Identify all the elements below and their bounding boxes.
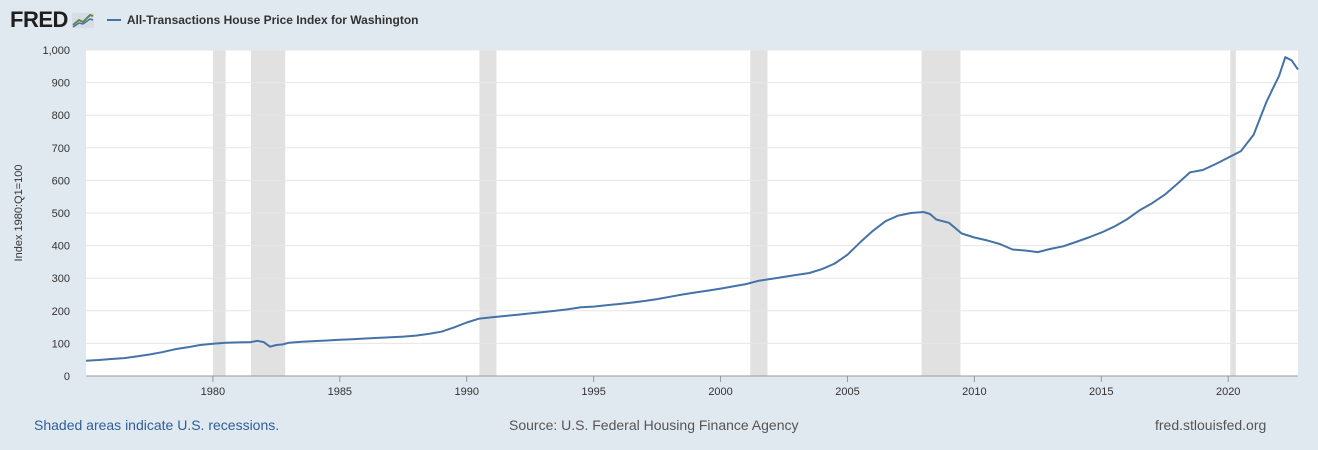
y-tick-label: 200 — [52, 306, 70, 318]
x-tick-label: 2000 — [708, 386, 732, 398]
y-axis-title: Index 1980:Q1=100 — [13, 165, 25, 262]
x-tick-label: 2010 — [962, 386, 986, 398]
chart-legend[interactable]: All-Transactions House Price Index for W… — [106, 13, 419, 27]
logo-text: FRED — [10, 7, 68, 32]
y-tick-label: 900 — [52, 78, 70, 90]
x-tick-label: 1985 — [328, 386, 352, 398]
y-tick-label: 300 — [52, 273, 70, 285]
x-tick-label: 2005 — [835, 386, 859, 398]
x-tick-label: 1980 — [201, 386, 225, 398]
y-tick-label: 700 — [52, 143, 70, 155]
chart-header: FRED All-Transactions House Price Index … — [10, 6, 419, 34]
fred-logo[interactable]: FRED — [10, 7, 95, 33]
x-tick-label: 2020 — [1216, 386, 1240, 398]
series-line[interactable] — [85, 56, 1299, 362]
y-axis-ticks: 0 100 200 300 400 500 600 700 800 900 1,000 — [42, 45, 70, 383]
x-tick-label: 2015 — [1089, 386, 1113, 398]
source-note: Source: U.S. Federal Housing Finance Age… — [509, 417, 799, 433]
y-tick-label: 500 — [52, 208, 70, 220]
legend-label: All-Transactions House Price Index for W… — [126, 13, 419, 27]
y-tick-label: 100 — [52, 338, 70, 350]
x-tick-label: 1990 — [454, 386, 478, 398]
legend-swatch — [106, 19, 121, 21]
y-tick-label: 800 — [52, 110, 70, 122]
x-tick-label: 1995 — [581, 386, 605, 398]
line-chart-icon — [71, 13, 94, 28]
y-tick-label: 400 — [52, 241, 70, 253]
x-axis-ticks: 1980 1985 1990 1995 2000 2005 2010 2015 2020 — [201, 376, 1240, 398]
site-link[interactable]: fred.stlouisfed.org — [1155, 417, 1267, 433]
y-tick-label: 1,000 — [42, 45, 70, 57]
recession-note[interactable]: Shaded areas indicate U.S. recessions. — [34, 417, 280, 433]
y-tick-label: 0 — [64, 371, 70, 383]
y-tick-label: 600 — [52, 175, 70, 187]
